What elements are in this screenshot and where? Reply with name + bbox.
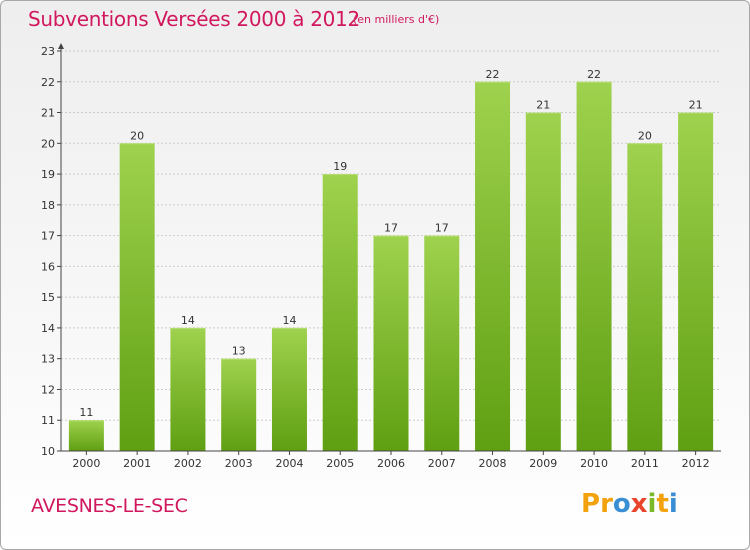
y-tick-label: 18 [41, 199, 55, 212]
bar [373, 235, 409, 451]
bar [525, 112, 561, 452]
data-label: 14 [181, 314, 195, 327]
data-label: 22 [486, 68, 500, 81]
logo-letter: r [600, 489, 613, 519]
x-tick-label: 2010 [580, 457, 608, 470]
bar [68, 420, 104, 451]
x-tick-label: 2003 [225, 457, 253, 470]
x-tick-label: 2008 [479, 457, 507, 470]
data-label: 20 [638, 129, 652, 142]
data-label: 14 [282, 314, 296, 327]
data-label: 17 [435, 222, 449, 235]
y-tick-label: 13 [41, 353, 55, 366]
logo-letter: i [647, 489, 657, 519]
x-tick-label: 2000 [72, 457, 100, 470]
chart-title: Subventions Versées 2000 à 2012 [28, 7, 360, 31]
y-axis-arrow [58, 43, 64, 49]
bar [119, 143, 155, 452]
data-label: 19 [333, 160, 347, 173]
data-label: 11 [79, 406, 93, 419]
x-tick-label: 2002 [174, 457, 202, 470]
bar [576, 81, 612, 452]
proxiti-logo[interactable]: Proxiti [581, 489, 678, 519]
bar [424, 235, 460, 451]
y-tick-label: 17 [41, 230, 55, 243]
bar [475, 81, 511, 452]
logo-letter: t [656, 489, 669, 519]
x-tick-label: 2005 [326, 457, 354, 470]
x-tick-label: 2011 [631, 457, 659, 470]
data-label: 13 [232, 345, 246, 358]
chart-subtitle: (en milliers d'€) [353, 13, 440, 26]
place-name: AVESNES-LE-SEC [31, 495, 188, 517]
bars [68, 81, 714, 452]
logo-letter: P [581, 489, 601, 519]
y-tick-label: 19 [41, 168, 55, 181]
axes [57, 43, 721, 455]
logo-letter: o [612, 489, 631, 519]
data-label: 22 [587, 68, 601, 81]
bar [627, 143, 663, 452]
data-label: 17 [384, 222, 398, 235]
y-tick-label: 16 [41, 260, 55, 273]
x-tick-label: 2006 [377, 457, 405, 470]
bar [678, 112, 714, 452]
data-label: 21 [536, 99, 550, 112]
y-tick-label: 21 [41, 107, 55, 120]
bar [271, 327, 307, 451]
logo-letter: i [668, 489, 678, 519]
y-tick-label: 20 [41, 137, 55, 150]
x-tick-label: 2009 [529, 457, 557, 470]
data-label: 21 [689, 99, 703, 112]
y-tick-label: 12 [41, 383, 55, 396]
y-tick-label: 11 [41, 414, 55, 427]
y-tick-label: 10 [41, 445, 55, 458]
y-tick-label: 22 [41, 76, 55, 89]
logo-letter: x [630, 489, 648, 519]
y-tick-label: 23 [41, 45, 55, 58]
y-tick-label: 14 [41, 322, 55, 335]
labels: 10 11 12 13 14 15 16 17 18 19 20 21 22 23 11 2000 20 2001… [41, 45, 710, 470]
data-label: 20 [130, 129, 144, 142]
x-tick-label: 2007 [428, 457, 456, 470]
x-tick-label: 2001 [123, 457, 151, 470]
bar [322, 174, 358, 452]
bar [221, 358, 257, 451]
x-tick-label: 2012 [682, 457, 710, 470]
y-tick-label: 15 [41, 291, 55, 304]
x-tick-label: 2004 [275, 457, 303, 470]
bar [170, 327, 206, 451]
